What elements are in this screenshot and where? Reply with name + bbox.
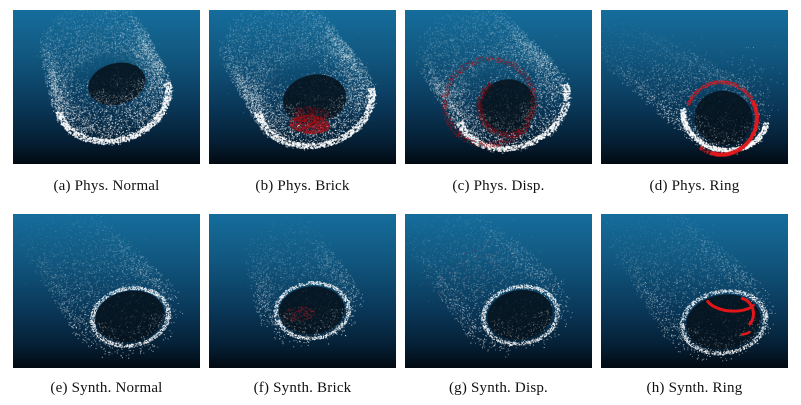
pointcloud-canvas-synth-ring xyxy=(601,214,788,368)
figure-row-synthetic: (e) Synth. Normal (f) Synth. Brick (g) S… xyxy=(13,214,788,405)
figure-row-physical: (a) Phys. Normal (b) Phys. Brick (c) Phy… xyxy=(13,10,788,214)
pointcloud-canvas-phys-brick xyxy=(209,10,396,164)
caption-e: (e) Synth. Normal xyxy=(50,380,163,396)
caption-g: (g) Synth. Disp. xyxy=(448,380,549,396)
pointcloud-canvas-synth-normal xyxy=(13,214,200,368)
pointcloud-canvas-phys-disp xyxy=(405,10,592,164)
panel-e: (e) Synth. Normal xyxy=(13,214,200,405)
pointcloud-canvas-phys-ring xyxy=(601,10,788,164)
caption-f: (f) Synth. Brick xyxy=(253,380,352,396)
caption-b: (b) Phys. Brick xyxy=(255,178,350,194)
pointcloud-canvas-synth-disp xyxy=(405,214,592,368)
panel-a: (a) Phys. Normal xyxy=(13,10,200,214)
panel-f: (f) Synth. Brick xyxy=(209,214,396,405)
panel-c: (c) Phys. Disp. xyxy=(405,10,592,214)
pointcloud-canvas-phys-normal xyxy=(13,10,200,164)
panel-g: (g) Synth. Disp. xyxy=(405,214,592,405)
caption-d: (d) Phys. Ring xyxy=(649,178,740,194)
caption-c: (c) Phys. Disp. xyxy=(452,178,545,194)
caption-a: (a) Phys. Normal xyxy=(53,178,160,194)
panel-b: (b) Phys. Brick xyxy=(209,10,396,214)
caption-h: (h) Synth. Ring xyxy=(646,380,743,396)
pointcloud-canvas-synth-brick xyxy=(209,214,396,368)
panel-d: (d) Phys. Ring xyxy=(601,10,788,214)
panel-h: (h) Synth. Ring xyxy=(601,214,788,405)
